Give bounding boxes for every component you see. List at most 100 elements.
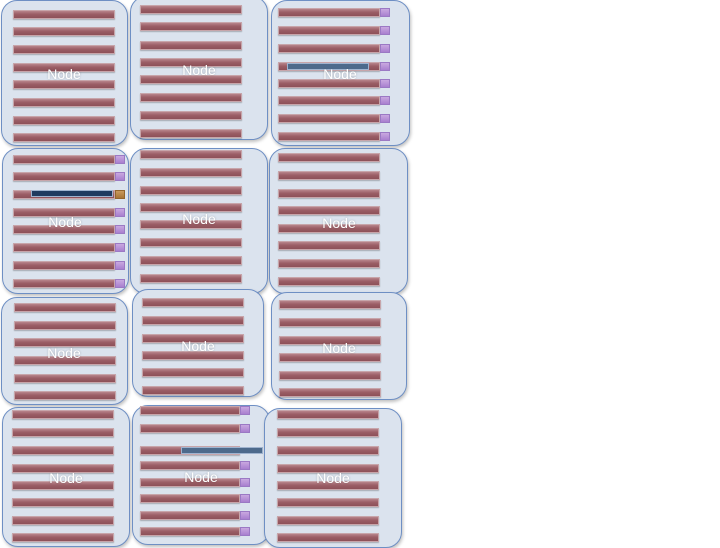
slot-tag xyxy=(240,494,250,503)
slot-tag xyxy=(115,155,125,164)
node-label: Node xyxy=(181,338,215,354)
node-label: Node xyxy=(184,469,218,485)
slot-bar xyxy=(12,428,114,437)
slot-bar xyxy=(140,461,240,470)
slot-bar xyxy=(278,189,380,198)
slot-bar xyxy=(14,356,116,365)
slot-bar xyxy=(277,464,379,473)
slot-bar xyxy=(12,464,114,473)
slot-bar xyxy=(140,186,242,195)
node-label: Node xyxy=(316,470,350,486)
slot-tag xyxy=(380,8,390,17)
slot-tag xyxy=(115,225,125,234)
slot-bar xyxy=(278,26,380,35)
node-label: Node xyxy=(322,340,356,356)
highlight-bar xyxy=(181,447,263,454)
slot-bar xyxy=(13,208,115,217)
slot-bar xyxy=(140,238,242,247)
slot-tag xyxy=(380,96,390,105)
slot-bar xyxy=(140,41,242,50)
slot-bar xyxy=(279,371,381,380)
slot-bar xyxy=(142,298,244,307)
slot-bar xyxy=(140,256,242,265)
slot-tag xyxy=(115,243,125,252)
slot-bar xyxy=(13,116,115,125)
slot-bar xyxy=(278,44,380,53)
highlight-bar xyxy=(31,190,113,197)
slot-bar xyxy=(140,478,240,487)
slot-bar xyxy=(277,516,379,525)
slot-bar xyxy=(277,410,379,419)
slot-bar xyxy=(140,93,242,102)
slot-bar xyxy=(278,206,380,215)
node-label: Node xyxy=(322,215,356,231)
slot-bar xyxy=(278,114,380,123)
slot-bar xyxy=(140,220,242,229)
node-label: Node xyxy=(182,62,216,78)
node-box xyxy=(132,289,264,397)
slot-bar xyxy=(140,5,242,14)
slot-bar xyxy=(277,533,379,542)
slot-bar xyxy=(279,353,381,362)
slot-bar xyxy=(140,274,242,283)
slot-bar xyxy=(140,494,240,503)
slot-bar xyxy=(13,98,115,107)
slot-bar xyxy=(140,424,240,433)
node-label: Node xyxy=(47,66,81,82)
slot-bar xyxy=(12,533,114,542)
slot-bar xyxy=(278,171,380,180)
slot-bar xyxy=(279,388,381,397)
slot-bar xyxy=(13,45,115,54)
slot-bar xyxy=(140,168,242,177)
slot-bar xyxy=(140,22,242,31)
slot-bar xyxy=(13,172,115,181)
slot-bar xyxy=(142,368,244,377)
slot-bar xyxy=(140,511,240,520)
highlight-bar xyxy=(287,63,369,70)
slot-bar xyxy=(13,225,115,234)
slot-tag xyxy=(115,190,125,199)
slot-bar xyxy=(12,446,114,455)
slot-tag xyxy=(380,44,390,53)
slot-bar xyxy=(12,410,114,419)
slot-bar xyxy=(140,150,242,159)
slot-bar xyxy=(12,516,114,525)
slot-bar xyxy=(14,374,116,383)
slot-bar xyxy=(142,334,244,343)
slot-bar xyxy=(278,96,380,105)
slot-bar xyxy=(12,498,114,507)
slot-bar xyxy=(140,203,242,212)
slot-bar xyxy=(13,279,115,288)
slot-bar xyxy=(13,155,115,164)
slot-tag xyxy=(380,132,390,141)
slot-bar xyxy=(277,481,379,490)
slot-tag xyxy=(380,114,390,123)
slot-bar xyxy=(14,321,116,330)
slot-bar xyxy=(140,129,242,138)
slot-bar xyxy=(279,300,381,309)
node-label: Node xyxy=(49,470,83,486)
slot-bar xyxy=(142,386,244,395)
node-label: Node xyxy=(323,66,357,82)
slot-tag xyxy=(240,511,250,520)
slot-bar xyxy=(142,316,244,325)
slot-bar xyxy=(278,259,380,268)
slot-bar xyxy=(13,10,115,19)
slot-bar xyxy=(278,79,380,88)
node-box xyxy=(1,297,128,405)
slot-bar xyxy=(279,336,381,345)
slot-tag xyxy=(240,527,250,536)
slot-bar xyxy=(278,224,380,233)
slot-bar xyxy=(279,318,381,327)
node-label: Node xyxy=(48,214,82,230)
slot-bar xyxy=(13,80,115,89)
node-box xyxy=(271,292,407,400)
slot-tag xyxy=(240,424,250,433)
slot-tag xyxy=(240,478,250,487)
slot-bar xyxy=(14,391,116,400)
node-label: Node xyxy=(47,345,81,361)
slot-bar xyxy=(13,133,115,142)
slot-bar xyxy=(278,8,380,17)
slot-bar xyxy=(140,111,242,120)
